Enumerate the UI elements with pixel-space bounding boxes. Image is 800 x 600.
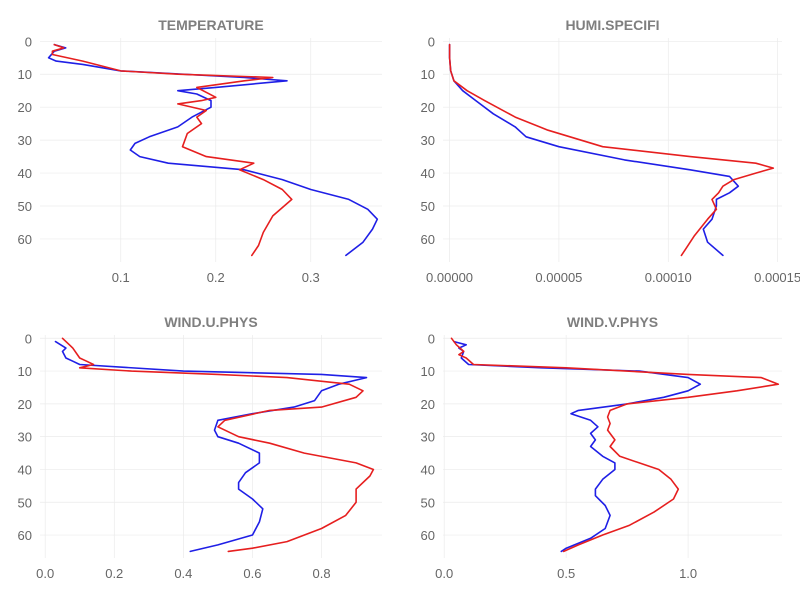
x-tick-label: 0.0 xyxy=(36,566,54,581)
series-line-blue xyxy=(448,43,740,257)
y-tick-label: 20 xyxy=(18,397,32,412)
y-tick-label: 10 xyxy=(18,364,32,379)
panel-title: WIND.V.PHYS xyxy=(567,314,658,330)
y-tick-label: 50 xyxy=(421,199,435,214)
y-tick-label: 30 xyxy=(18,430,32,445)
y-tick-label: 0 xyxy=(25,331,32,346)
y-tick-label: 60 xyxy=(421,528,435,543)
panel-humi-specifi: HUMI.SPECIFI 0 10 20 30 40 50 60 0.00000 0.00005 0… xyxy=(421,17,800,285)
y-tick-label: 50 xyxy=(18,495,32,510)
x-tick-label: 0.8 xyxy=(313,566,331,581)
series-line-blue xyxy=(54,340,368,553)
y-tick-label: 0 xyxy=(428,331,435,346)
panel-title: TEMPERATURE xyxy=(158,17,264,33)
y-tick-label: 30 xyxy=(18,133,32,148)
panel-title: HUMI.SPECIFI xyxy=(565,17,659,33)
x-tick-label: 0.00015 xyxy=(754,270,800,285)
x-tick-label: 0.00010 xyxy=(645,270,692,285)
gridlines xyxy=(40,335,382,558)
x-tick-label: 0.6 xyxy=(243,566,261,581)
y-tick-label: 10 xyxy=(421,67,435,82)
y-tick-label: 40 xyxy=(421,462,435,477)
x-tick-label: 0.4 xyxy=(174,566,192,581)
panel-title: WIND.U.PHYS xyxy=(164,314,257,330)
y-tick-label: 50 xyxy=(421,495,435,510)
series-line-blue xyxy=(47,43,379,257)
y-tick-label: 60 xyxy=(421,232,435,247)
x-tick-label: 0.2 xyxy=(207,270,225,285)
panel-wind-v-phys: WIND.V.PHYS 0 10 20 30 40 50 60 0.0 0.5 1.0 xyxy=(421,314,782,581)
panel-temperature: TEMPERATURE 0 10 20 30 40 50 60 0.1 0.2 0.3 xyxy=(18,17,382,285)
series-line-red xyxy=(61,337,375,553)
series-line-red xyxy=(448,43,775,257)
series-line-red xyxy=(51,43,293,257)
x-tick-label: 1.0 xyxy=(679,566,697,581)
y-tick-label: 40 xyxy=(421,166,435,181)
y-tick-label: 50 xyxy=(18,199,32,214)
y-tick-label: 0 xyxy=(25,34,32,49)
x-tick-label: 0.1 xyxy=(112,270,130,285)
y-tick-label: 0 xyxy=(428,34,435,49)
y-tick-label: 40 xyxy=(18,166,32,181)
gridlines xyxy=(443,335,782,558)
y-tick-label: 30 xyxy=(421,133,435,148)
y-tick-label: 30 xyxy=(421,430,435,445)
y-tick-label: 20 xyxy=(421,397,435,412)
y-tick-label: 60 xyxy=(18,528,32,543)
x-tick-label: 0.5 xyxy=(557,566,575,581)
x-tick-label: 0.3 xyxy=(302,270,320,285)
y-tick-label: 10 xyxy=(421,364,435,379)
y-tick-label: 20 xyxy=(421,100,435,115)
panel-wind-u-phys: WIND.U.PHYS 0 10 20 30 40 50 60 0.0 0.2 0.4 0.6 0.8 xyxy=(18,314,382,581)
x-tick-label: 0.00005 xyxy=(535,270,582,285)
series-line-red xyxy=(450,337,780,553)
x-tick-label: 0.2 xyxy=(105,566,123,581)
y-tick-label: 20 xyxy=(18,100,32,115)
y-tick-label: 40 xyxy=(18,462,32,477)
gridlines xyxy=(443,38,782,262)
y-tick-label: 10 xyxy=(18,67,32,82)
x-tick-label: 0.0 xyxy=(435,566,453,581)
gridlines xyxy=(40,38,382,262)
y-tick-label: 60 xyxy=(18,232,32,247)
x-tick-label: 0.00000 xyxy=(426,270,473,285)
